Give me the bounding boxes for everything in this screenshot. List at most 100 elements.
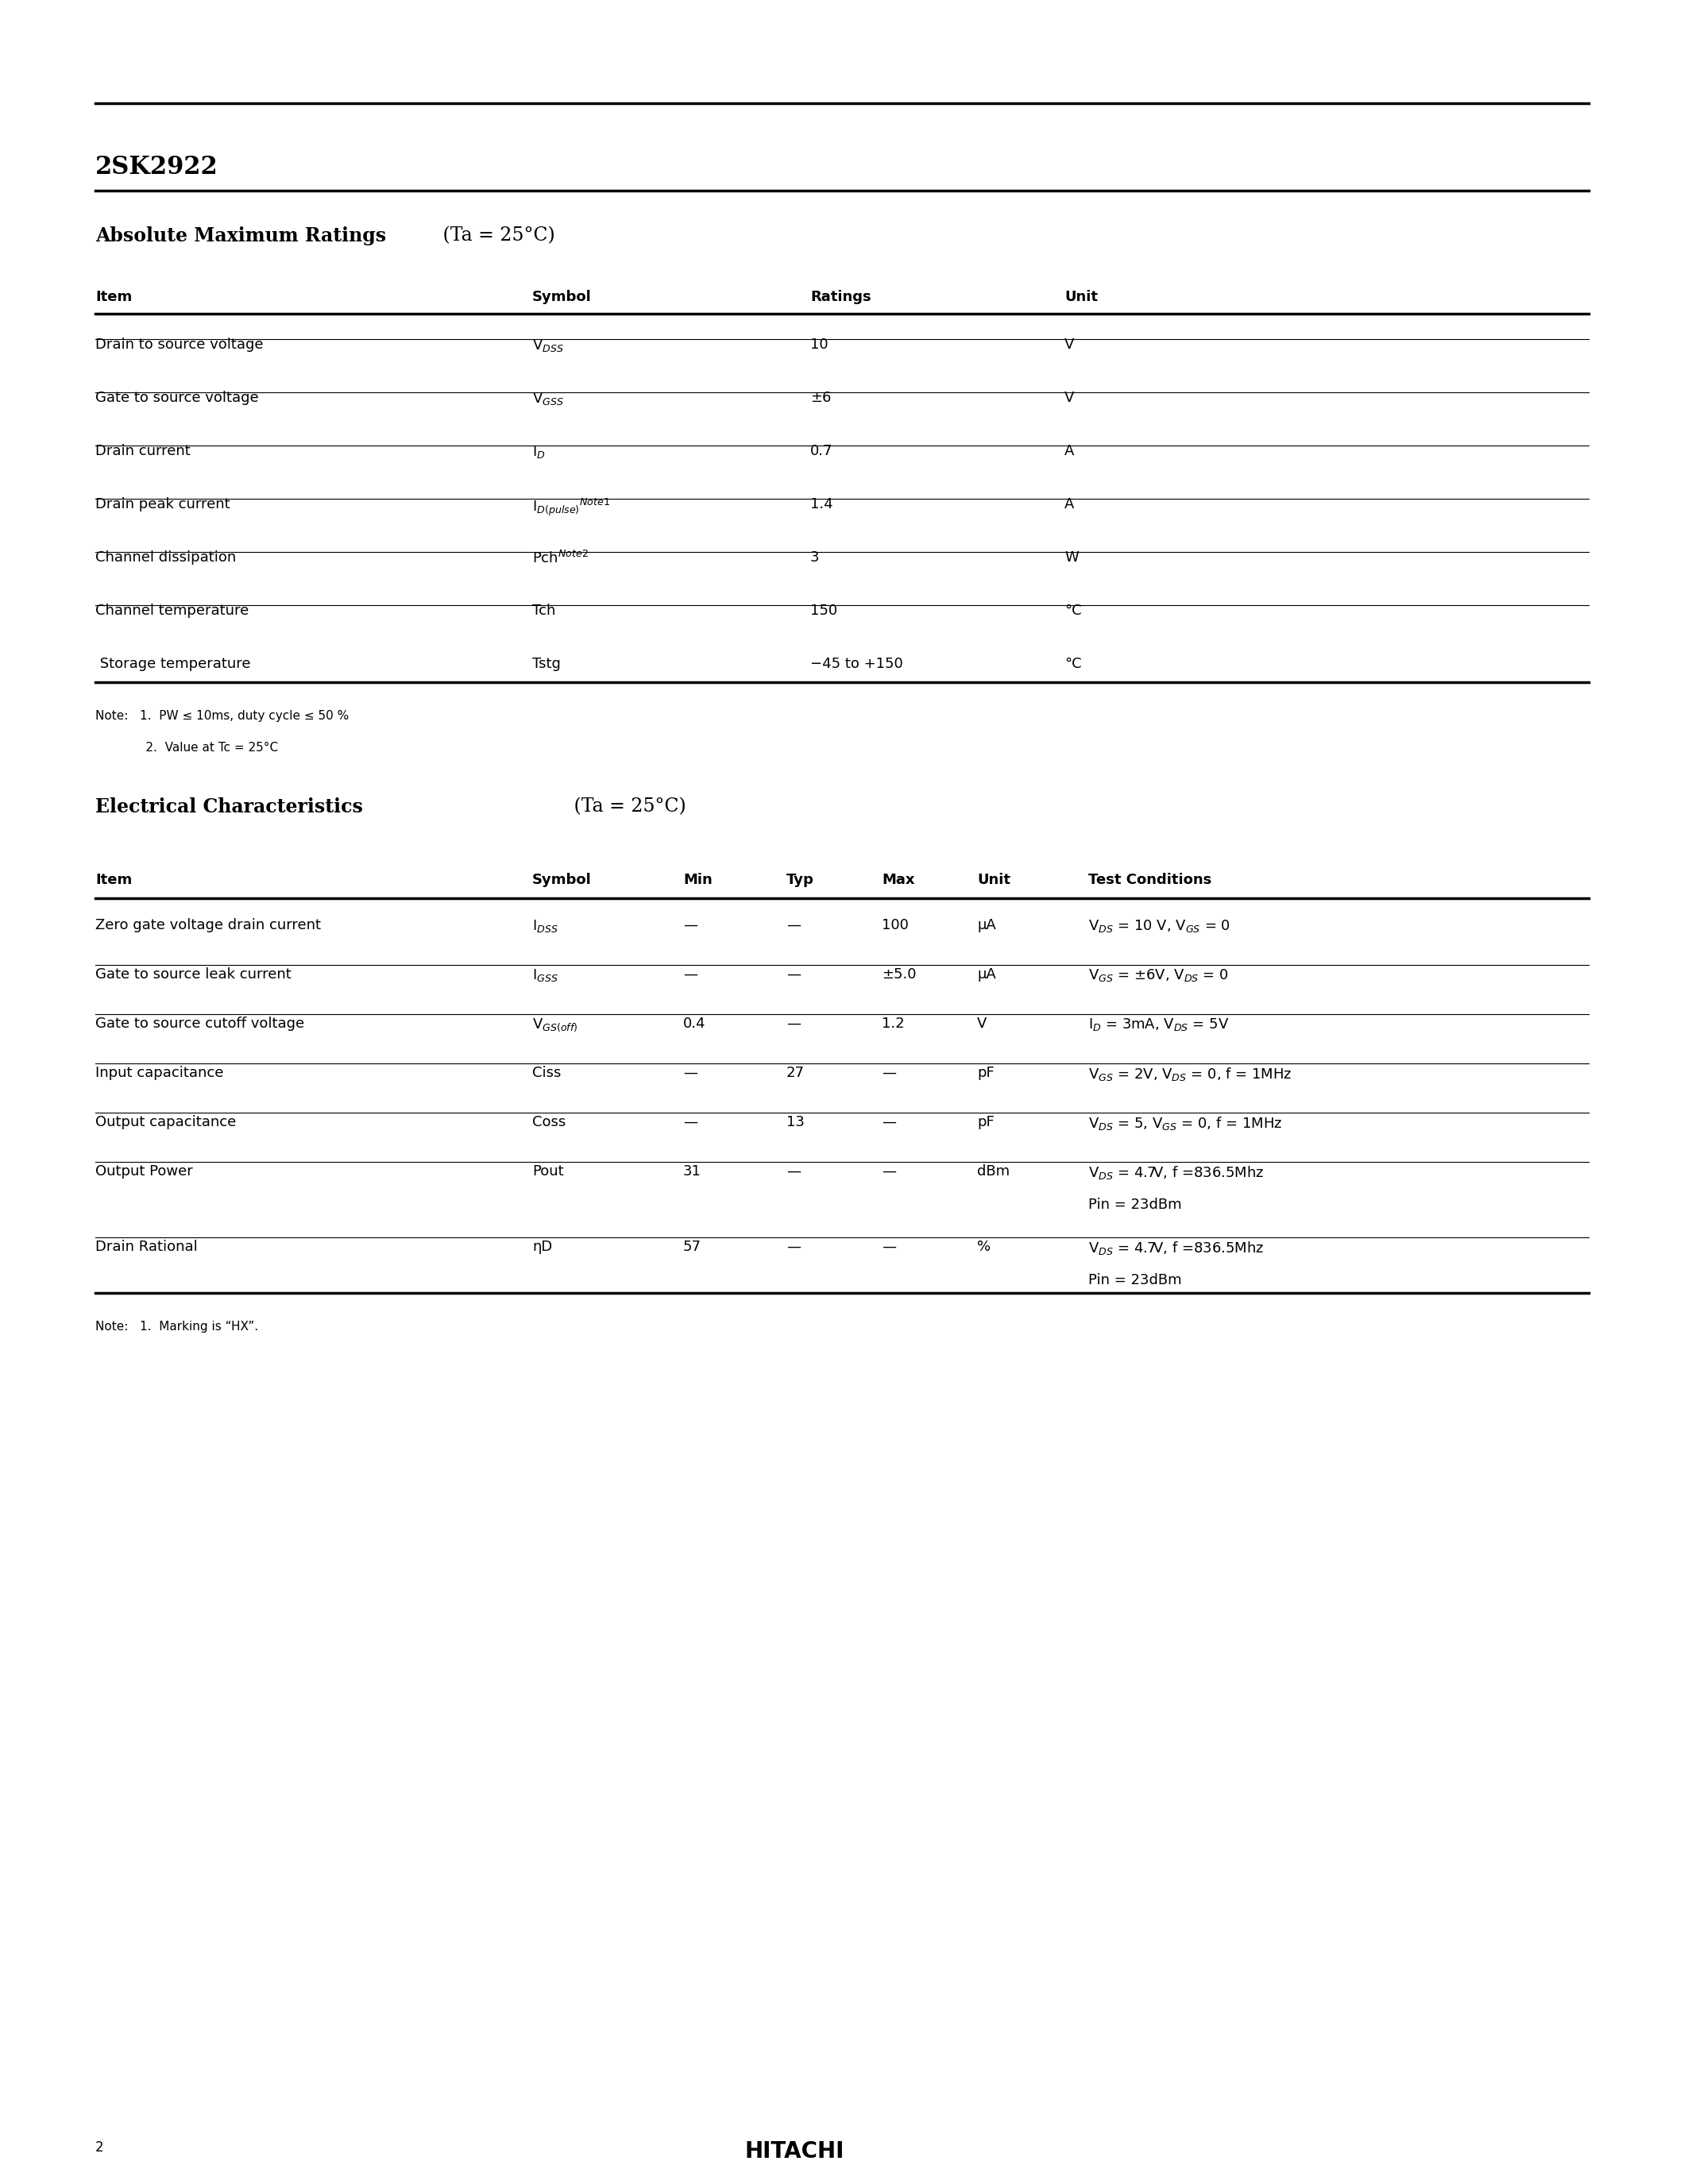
Text: —: — [787,1016,800,1031]
Text: Channel temperature: Channel temperature [95,603,248,618]
Text: W: W [1065,550,1079,566]
Text: Note:   1.  Marking is “HX”.: Note: 1. Marking is “HX”. [95,1321,258,1332]
Text: Coss: Coss [532,1116,565,1129]
Text: —: — [881,1241,896,1254]
Text: 1.2: 1.2 [881,1016,905,1031]
Text: dBm: dBm [977,1164,1009,1179]
Text: 13: 13 [787,1116,805,1129]
Text: Item: Item [95,290,132,304]
Text: 1.4: 1.4 [810,498,832,511]
Text: —: — [787,1164,800,1179]
Text: μA: μA [977,917,996,933]
Text: Min: Min [684,874,712,887]
Text: A: A [1065,498,1074,511]
Text: 57: 57 [684,1241,702,1254]
Text: 27: 27 [787,1066,805,1081]
Text: V: V [977,1016,987,1031]
Text: Ratings: Ratings [810,290,871,304]
Text: V$_{DS}$ = 4.7V, f =836.5Mhz: V$_{DS}$ = 4.7V, f =836.5Mhz [1089,1241,1264,1256]
Text: —: — [684,1116,697,1129]
Text: Electrical Characteristics: Electrical Characteristics [95,797,363,817]
Text: °C: °C [1065,657,1082,670]
Text: I$_{D}$ = 3mA, V$_{DS}$ = 5V: I$_{D}$ = 3mA, V$_{DS}$ = 5V [1089,1016,1229,1033]
Text: V$_{DS}$ = 5, V$_{GS}$ = 0, f = 1MHz: V$_{DS}$ = 5, V$_{GS}$ = 0, f = 1MHz [1089,1116,1283,1131]
Text: 3: 3 [810,550,819,566]
Text: Drain to source voltage: Drain to source voltage [95,339,263,352]
Text: V: V [1065,339,1074,352]
Text: Symbol: Symbol [532,290,591,304]
Text: ηD: ηD [532,1241,552,1254]
Text: V$_{DS}$ = 4.7V, f =836.5Mhz: V$_{DS}$ = 4.7V, f =836.5Mhz [1089,1164,1264,1182]
Text: —: — [787,1241,800,1254]
Text: Tstg: Tstg [532,657,560,670]
Text: I$_{D}$: I$_{D}$ [532,443,545,461]
Text: —: — [881,1164,896,1179]
Text: 0.4: 0.4 [684,1016,706,1031]
Text: Storage temperature: Storage temperature [95,657,250,670]
Text: Gate to source leak current: Gate to source leak current [95,968,292,981]
Text: A: A [1065,443,1074,459]
Text: Output capacitance: Output capacitance [95,1116,236,1129]
Text: Drain current: Drain current [95,443,191,459]
Text: Channel dissipation: Channel dissipation [95,550,236,566]
Text: Ciss: Ciss [532,1066,560,1081]
Text: —: — [881,1066,896,1081]
Text: V$_{DS}$ = 10 V, V$_{GS}$ = 0: V$_{DS}$ = 10 V, V$_{GS}$ = 0 [1089,917,1231,935]
Text: —: — [881,1116,896,1129]
Text: 2.  Value at Tc = 25°C: 2. Value at Tc = 25°C [95,743,279,753]
Text: Item: Item [95,874,132,887]
Text: I$_{D(pulse)}$$^{Note1}$: I$_{D(pulse)}$$^{Note1}$ [532,498,611,518]
Text: Gate to source cutoff voltage: Gate to source cutoff voltage [95,1016,304,1031]
Text: 31: 31 [684,1164,701,1179]
Text: 10: 10 [810,339,829,352]
Text: 2: 2 [95,2140,103,2156]
Text: Unit: Unit [977,874,1011,887]
Text: Output Power: Output Power [95,1164,192,1179]
Text: pF: pF [977,1066,994,1081]
Text: —: — [684,968,697,981]
Text: μA: μA [977,968,996,981]
Text: I$_{DSS}$: I$_{DSS}$ [532,917,559,935]
Text: —: — [684,917,697,933]
Text: V$_{GS}$ = ±6V, V$_{DS}$ = 0: V$_{GS}$ = ±6V, V$_{DS}$ = 0 [1089,968,1229,983]
Text: Pch$^{Note2}$: Pch$^{Note2}$ [532,550,589,566]
Text: 150: 150 [810,603,837,618]
Text: 0.7: 0.7 [810,443,832,459]
Text: —: — [787,917,800,933]
Text: Pin = 23dBm: Pin = 23dBm [1089,1197,1182,1212]
Text: 2SK2922: 2SK2922 [95,155,218,179]
Text: %: % [977,1241,991,1254]
Text: −45 to +150: −45 to +150 [810,657,903,670]
Text: Zero gate voltage drain current: Zero gate voltage drain current [95,917,321,933]
Text: V$_{GS}$ = 2V, V$_{DS}$ = 0, f = 1MHz: V$_{GS}$ = 2V, V$_{DS}$ = 0, f = 1MHz [1089,1066,1291,1083]
Text: HITACHI: HITACHI [744,2140,844,2162]
Text: —: — [684,1066,697,1081]
Text: V$_{GSS}$: V$_{GSS}$ [532,391,564,406]
Text: Symbol: Symbol [532,874,591,887]
Text: V$_{GS(off)}$: V$_{GS(off)}$ [532,1016,577,1033]
Text: Note:   1.  PW ≤ 10ms, duty cycle ≤ 50 %: Note: 1. PW ≤ 10ms, duty cycle ≤ 50 % [95,710,349,723]
Text: 100: 100 [881,917,908,933]
Text: pF: pF [977,1116,994,1129]
Text: ±5.0: ±5.0 [881,968,917,981]
Text: V: V [1065,391,1074,404]
Text: Drain peak current: Drain peak current [95,498,230,511]
Text: Typ: Typ [787,874,814,887]
Text: Max: Max [881,874,915,887]
Text: Pout: Pout [532,1164,564,1179]
Text: V$_{DSS}$: V$_{DSS}$ [532,339,564,354]
Text: Test Conditions: Test Conditions [1089,874,1212,887]
Text: I$_{GSS}$: I$_{GSS}$ [532,968,559,983]
Text: °C: °C [1065,603,1082,618]
Text: Pin = 23dBm: Pin = 23dBm [1089,1273,1182,1286]
Text: (Ta = 25°C): (Ta = 25°C) [437,227,555,245]
Text: ±6: ±6 [810,391,830,404]
Text: —: — [787,968,800,981]
Text: Tch: Tch [532,603,555,618]
Text: Gate to source voltage: Gate to source voltage [95,391,258,404]
Text: (Ta = 25°C): (Ta = 25°C) [567,797,685,815]
Text: Unit: Unit [1065,290,1097,304]
Text: Absolute Maximum Ratings: Absolute Maximum Ratings [95,227,387,245]
Text: Input capacitance: Input capacitance [95,1066,223,1081]
Text: Drain Rational: Drain Rational [95,1241,197,1254]
